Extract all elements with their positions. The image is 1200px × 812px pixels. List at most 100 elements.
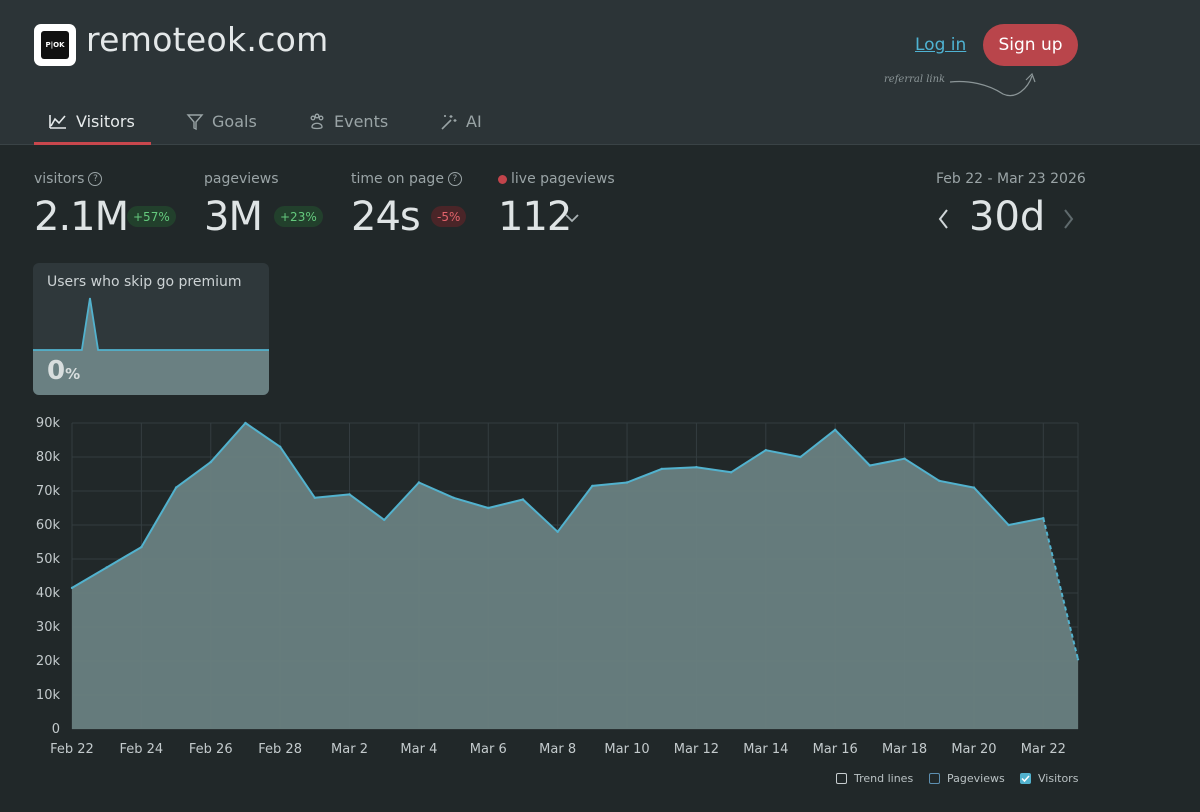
data-point — [209, 460, 212, 464]
legend-label: Trend lines — [854, 772, 914, 785]
x-tick-label: Feb 28 — [258, 742, 302, 757]
x-tick-label: Feb 24 — [120, 742, 164, 757]
legend-visitors[interactable]: Visitors — [1020, 772, 1078, 785]
x-tick-label: Mar 22 — [1021, 742, 1066, 757]
data-point — [383, 518, 386, 522]
data-point — [487, 506, 490, 510]
x-tick-label: Mar 20 — [951, 742, 996, 757]
visitors-value[interactable]: 2.1M — [34, 194, 129, 240]
chevron-right-icon[interactable] — [1060, 207, 1076, 231]
data-point — [799, 455, 802, 459]
referral-arrow-icon — [949, 72, 1036, 97]
site-logo[interactable]: P| OK — [34, 24, 76, 66]
legend-label: Pageviews — [947, 772, 1005, 785]
referral-note: referral link — [884, 74, 946, 85]
tab-visitors[interactable]: Visitors — [34, 112, 151, 145]
y-tick-label: 10k — [36, 688, 61, 703]
tab-events[interactable]: Events — [308, 112, 388, 144]
pageviews-label: pageviews — [204, 171, 279, 187]
data-point — [695, 466, 698, 469]
visitors-label: visitors ? — [34, 171, 103, 187]
data-point — [452, 496, 455, 499]
paw-icon — [310, 113, 324, 130]
data-point — [417, 481, 421, 484]
data-point — [972, 486, 976, 489]
period-selector[interactable]: 30d — [969, 194, 1046, 240]
pageviews-label-text: pageviews — [204, 171, 279, 187]
y-tick-label: 50k — [36, 552, 61, 567]
data-point — [625, 481, 629, 484]
x-tick-label: Mar 12 — [674, 742, 719, 757]
checkbox-checked-icon[interactable] — [1020, 773, 1031, 784]
data-point — [521, 498, 525, 501]
time-on-page-change-badge: -5% — [431, 206, 467, 227]
tab-label: Visitors — [76, 112, 135, 131]
y-tick-label: 20k — [36, 654, 61, 669]
data-point — [938, 479, 941, 482]
x-tick-label: Feb 26 — [189, 742, 233, 757]
visitors-label-text: visitors — [34, 171, 85, 187]
data-point — [278, 445, 282, 448]
chevron-down-icon[interactable] — [564, 212, 580, 224]
x-tick-label: Mar 4 — [400, 742, 437, 757]
help-icon[interactable]: ? — [447, 172, 462, 186]
x-tick-label: Mar 14 — [743, 742, 788, 757]
x-tick-label: Mar 16 — [813, 742, 858, 757]
data-point — [244, 421, 247, 425]
data-point — [556, 530, 559, 533]
goal-sparkline-area — [33, 298, 269, 395]
y-tick-label: 0 — [52, 722, 60, 737]
header-bar: P| OK remoteok.com Log in Sign up referra… — [0, 0, 1200, 145]
magic-wand-icon — [441, 115, 457, 130]
checkbox-unchecked-icon[interactable] — [929, 773, 940, 784]
legend-label: Visitors — [1038, 772, 1079, 785]
chevron-left-icon[interactable] — [936, 207, 952, 231]
data-point — [174, 486, 178, 489]
y-tick-label: 90k — [36, 416, 61, 431]
y-tick-label: 30k — [36, 620, 61, 635]
pageviews-value[interactable]: 3M — [204, 194, 263, 240]
goal-title: Users who skip go premium — [47, 274, 242, 290]
data-point — [868, 464, 872, 467]
data-point — [660, 467, 663, 471]
pageviews-change-badge: +23% — [274, 206, 323, 227]
goal-sparkline-line — [33, 297, 269, 351]
tab-goals[interactable]: Goals — [186, 112, 257, 144]
time-on-page-label: time on page ? — [351, 171, 462, 187]
signup-button[interactable]: Sign up — [983, 24, 1078, 66]
live-indicator-dot — [498, 174, 507, 184]
visitors-chart[interactable]: 0 10k 20k 30k 40k 50k 60k 70k 80k 90k Feb 22 Feb 24… — [0, 405, 1200, 765]
x-tick-label: Mar 18 — [882, 742, 927, 757]
tab-label: Goals — [212, 112, 257, 131]
data-point — [764, 449, 767, 452]
time-on-page-value[interactable]: 24s — [351, 194, 421, 240]
data-point — [348, 493, 351, 496]
help-icon[interactable]: ? — [88, 172, 103, 186]
x-tick-label: Mar 6 — [470, 742, 507, 757]
legend-pageviews[interactable]: Pageviews — [929, 772, 1005, 785]
checkbox-unchecked-icon[interactable] — [836, 773, 847, 784]
time-on-page-label-text: time on page — [351, 171, 444, 187]
x-tick-label: Mar 8 — [539, 742, 576, 757]
y-tick-label: 60k — [36, 518, 61, 533]
data-point — [903, 457, 906, 460]
tab-ai[interactable]: AI — [440, 112, 482, 144]
goal-value-number: 0 — [47, 356, 66, 386]
x-tick-label: Mar 10 — [604, 742, 649, 757]
x-tick-label: Mar 2 — [331, 742, 368, 757]
visitors-change-badge: +57% — [127, 206, 176, 227]
login-link[interactable]: Log in — [915, 35, 967, 55]
data-point — [1076, 658, 1080, 661]
y-tick-label: 80k — [36, 450, 61, 465]
goal-sparkline — [33, 297, 269, 395]
data-point — [70, 586, 74, 590]
live-pageviews-value[interactable]: 112 — [498, 194, 572, 240]
site-title[interactable]: remoteok.com — [86, 20, 329, 59]
logo-text: OK — [53, 41, 65, 49]
visitors-area — [72, 423, 1078, 729]
filter-icon — [186, 114, 204, 131]
legend-trend-lines[interactable]: Trend lines — [836, 772, 913, 785]
live-pageviews-label: live pageviews — [498, 171, 615, 187]
goal-card[interactable]: Users who skip go premium 0% — [33, 263, 269, 395]
chart-area-icon — [49, 115, 66, 129]
